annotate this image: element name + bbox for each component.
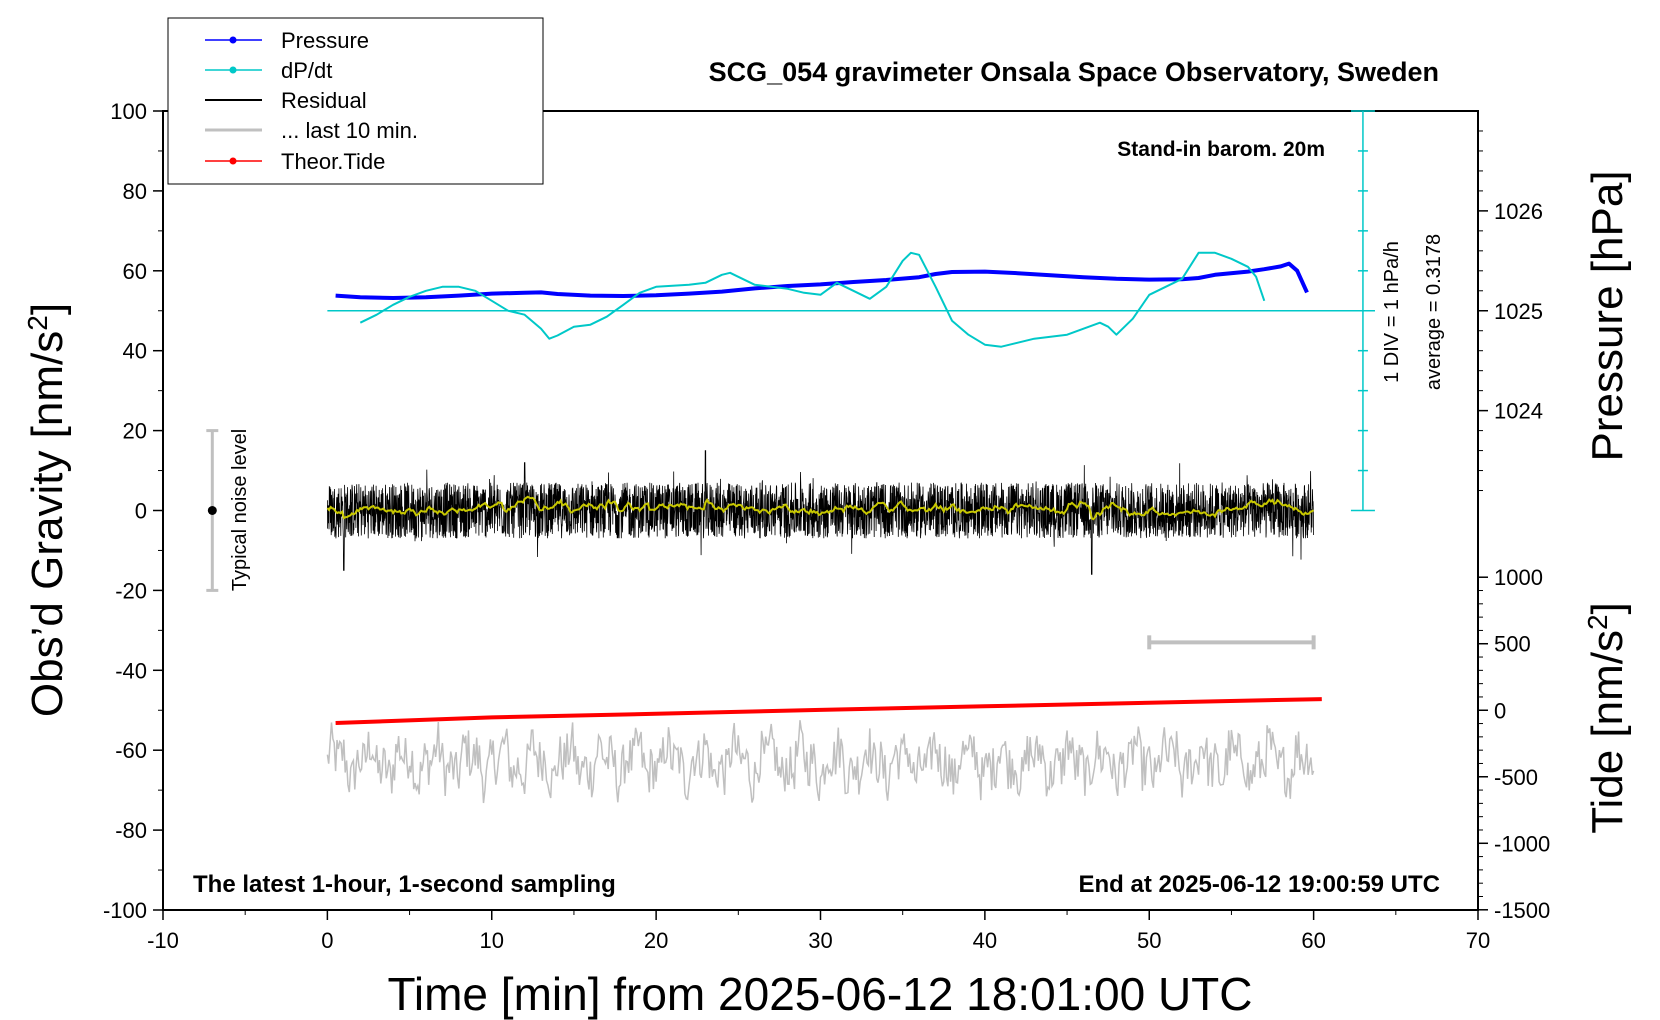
pressure-tick-label: 1024 — [1494, 399, 1543, 424]
pressure-tick-label: 1026 — [1494, 199, 1543, 224]
tide-tick-label: -1500 — [1494, 898, 1550, 923]
legend-label-pressure: Pressure — [281, 28, 369, 53]
y-tick-label: -60 — [115, 738, 147, 763]
x-tick-label: 20 — [644, 928, 668, 953]
residual-series — [326, 450, 1315, 575]
y-tick-label: -20 — [115, 578, 147, 603]
left-axis-title: Obs’d Gravity [nm/s2] — [22, 303, 73, 717]
y-axis-ticks: 100 80 60 40 20 0 -20 -40 -60 -80 -100 — [103, 99, 163, 923]
x-tick-label: 70 — [1466, 928, 1490, 953]
right-axis-title-pressure: Pressure [hPa] — [1583, 170, 1632, 461]
tide-tick-label: 0 — [1494, 698, 1506, 723]
x-tick-label: 40 — [973, 928, 997, 953]
last10-line — [326, 720, 1315, 804]
tide-tick-label: -1000 — [1494, 831, 1550, 856]
legend: Pressure dP/dt Residual ... last 10 min.… — [167, 17, 544, 185]
tide-tick-label: -500 — [1494, 765, 1538, 790]
y-tick-label: -80 — [115, 818, 147, 843]
legend-marker-tide — [229, 157, 237, 165]
y-tick-label: 60 — [123, 259, 147, 284]
series-theor-tide — [335, 697, 1322, 725]
y-tick-label: 100 — [110, 99, 147, 124]
y-tick-label: -100 — [103, 898, 147, 923]
line-series — [335, 251, 1322, 725]
reference-marks — [206, 429, 1316, 650]
legend-marker-dpdt — [229, 66, 237, 74]
chart-title: SCG_054 gravimeter Onsala Space Observat… — [709, 57, 1439, 87]
legend-marker-pressure — [229, 36, 237, 44]
tide-tick-label: 500 — [1494, 632, 1531, 657]
left-axis-title-main: Obs’d Gravity [nm/s — [23, 331, 72, 717]
y-tick-label: 80 — [123, 179, 147, 204]
last10-series — [326, 720, 1315, 804]
series-dp-dt — [359, 251, 1266, 348]
x-tick-label: 50 — [1137, 928, 1161, 953]
tide-tick-label: 1000 — [1494, 565, 1543, 590]
x-tick-label: 60 — [1301, 928, 1325, 953]
right-axis-title-tide: Tide [nm/s2] — [1582, 602, 1633, 834]
legend-label-tide: Theor.Tide — [281, 149, 385, 174]
y-tick-label: 0 — [135, 499, 147, 524]
residual-line — [327, 450, 1314, 575]
residual-smooth-line — [326, 495, 1315, 521]
bottom-left-label: The latest 1-hour, 1-second sampling — [193, 871, 616, 898]
average-label: average = 0.3178 — [1423, 234, 1445, 390]
x-tick-label: -10 — [147, 928, 179, 953]
noise-bar-dot — [207, 506, 217, 515]
left-axis-title-sup: 2 — [22, 315, 53, 331]
x-axis-title: Time [min] from 2025-06-12 18:01:00 UTC — [388, 968, 1253, 1020]
y-tick-label: 20 — [123, 419, 147, 444]
legend-label-dpdt: dP/dt — [281, 58, 332, 83]
div-label: 1 DIV = 1 hPa/h — [1381, 241, 1403, 383]
right-axis-ticks: 1026 1025 1024 1000 500 0 -500 -1000 -1500 — [1478, 130, 1550, 923]
x-tick-label: 10 — [480, 928, 504, 953]
x-axis-ticks: -10 0 10 20 30 40 50 60 70 — [147, 910, 1490, 953]
barometer-label: Stand-in barom. 20m — [1117, 138, 1325, 161]
pressure-tick-label: 1025 — [1494, 299, 1543, 324]
bottom-right-label: End at 2025-06-12 19:00:59 UTC — [1079, 871, 1441, 898]
left-axis-title-end: ] — [23, 303, 72, 315]
noise-label: Typical noise level — [229, 429, 251, 591]
tide-axis-title-end: ] — [1583, 602, 1632, 614]
legend-label-residual: Residual — [281, 88, 367, 113]
legend-label-last10: ... last 10 min. — [281, 118, 418, 143]
tide-axis-title-main: Tide [nm/s — [1583, 630, 1632, 834]
y-tick-label: 40 — [123, 339, 147, 364]
tide-axis-title-sup: 2 — [1582, 614, 1613, 630]
x-tick-label: 30 — [808, 928, 832, 953]
series-pressure — [335, 261, 1309, 300]
y-tick-label: -40 — [115, 658, 147, 683]
x-tick-label: 0 — [321, 928, 333, 953]
